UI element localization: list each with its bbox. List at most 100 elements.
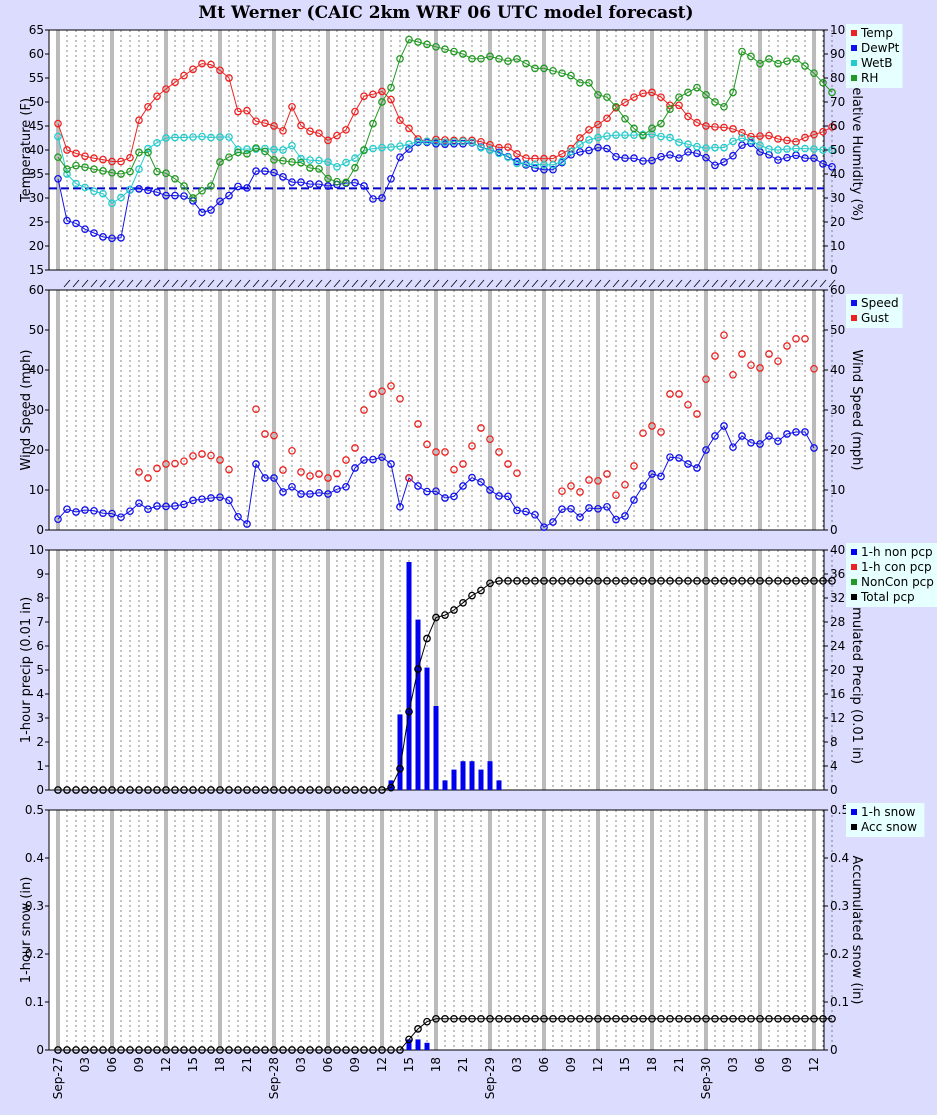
series-rh-point xyxy=(468,54,476,63)
series-speed-point xyxy=(720,422,728,430)
series-wetb-point xyxy=(513,159,521,168)
rh-axis-tick-label: 60 xyxy=(830,119,845,133)
series-dewpt-point xyxy=(54,174,62,183)
time-label: 15 xyxy=(618,1057,632,1072)
series-wetb-point xyxy=(702,144,710,152)
series-speed-point xyxy=(738,432,746,440)
series-gust-point xyxy=(414,420,422,428)
wind-barb xyxy=(468,279,476,288)
legend-swatch xyxy=(851,300,857,306)
series-acc-snow-point xyxy=(675,1014,683,1023)
series-speed-point xyxy=(630,496,638,504)
series-gust-point xyxy=(621,480,629,489)
series-dewpt-point xyxy=(819,160,827,168)
series-speed-point xyxy=(729,443,737,452)
series-speed-point xyxy=(261,474,269,482)
legend-entry: Temp xyxy=(860,26,893,40)
series-acc-snow-point xyxy=(162,1046,170,1054)
series-acc-snow-point xyxy=(279,1046,287,1054)
series-rh-point xyxy=(576,78,584,87)
series-temp-point xyxy=(702,122,710,130)
series-speed-point xyxy=(162,502,170,511)
precip-axis-label-right: Accumulated Precip (0.01 in) xyxy=(849,576,864,764)
wind-axis-label-left: Wind Speed (mph) xyxy=(19,350,34,471)
snow-axis-left-tick-label: 0.3 xyxy=(25,899,44,913)
series-speed-point xyxy=(576,513,584,522)
wind-barb xyxy=(324,279,332,288)
series-temp-point xyxy=(693,118,701,127)
series-gust-point xyxy=(810,364,818,373)
series-wetb-point xyxy=(243,145,251,153)
series-rh-point xyxy=(792,54,800,63)
snow-axis-left-tick-label: 0 xyxy=(36,1043,44,1057)
precip-bar xyxy=(496,780,502,790)
series-dewpt-point xyxy=(81,225,89,234)
wind-barb xyxy=(738,279,746,288)
series-rh-point xyxy=(450,47,458,56)
series-gust-point xyxy=(693,410,701,418)
series-gust-point xyxy=(387,382,395,390)
series-total-pcp-point xyxy=(774,577,782,585)
rh-axis-tick-label: 0 xyxy=(830,263,838,277)
series-speed-point xyxy=(432,487,440,496)
series-wetb-point xyxy=(603,132,611,140)
wind-barb xyxy=(810,279,818,288)
series-rh-point xyxy=(162,169,170,178)
wind-barb xyxy=(90,279,98,288)
series-speed-point xyxy=(513,506,521,515)
series-dewpt-point xyxy=(252,167,260,175)
series-gust-point xyxy=(558,487,566,496)
series-total-pcp-point xyxy=(585,577,593,585)
series-gust-point xyxy=(567,482,575,490)
series-dewpt-point xyxy=(603,144,611,153)
series-dewpt-point xyxy=(639,157,647,165)
precip-bar xyxy=(397,714,403,790)
series-temp-point xyxy=(603,114,611,123)
time-label: 21 xyxy=(240,1057,254,1072)
series-speed-point xyxy=(369,455,377,464)
series-speed-point xyxy=(171,502,179,510)
legend-entry: Speed xyxy=(861,296,899,310)
series-gust-point xyxy=(468,442,476,450)
time-label: 03 xyxy=(78,1057,92,1072)
series-temp-point xyxy=(828,123,836,131)
series-dewpt-point xyxy=(801,154,809,163)
series-gust-point xyxy=(279,466,287,474)
series-rh-point xyxy=(774,59,782,68)
snow-axis-left-tick-label: 0.5 xyxy=(25,803,44,817)
series-wetb-point xyxy=(297,154,305,163)
series-total-pcp-point xyxy=(63,786,71,794)
series-rh-point xyxy=(198,186,206,195)
time-label: 09 xyxy=(780,1057,794,1072)
series-speed-point xyxy=(450,492,458,501)
wind-barb xyxy=(558,279,566,288)
wind-axis-left-tick-label: 60 xyxy=(29,283,44,297)
series-rh-point xyxy=(801,62,809,70)
series-temp-point xyxy=(351,107,359,116)
series-wetb-point xyxy=(774,146,782,154)
series-speed-point xyxy=(279,488,287,496)
series-speed-point xyxy=(315,488,323,497)
wind-barb xyxy=(81,279,89,288)
series-wetb-point xyxy=(198,132,206,141)
series-dewpt-point xyxy=(783,153,791,162)
series-rh-point xyxy=(180,182,188,190)
series-total-pcp-point xyxy=(513,577,521,585)
series-rh-point xyxy=(612,102,620,111)
series-acc-snow-point xyxy=(288,1046,296,1054)
series-total-pcp-point xyxy=(297,786,305,794)
series-acc-snow-point xyxy=(108,1046,116,1054)
rh-axis-tick-label: 80 xyxy=(830,71,845,85)
time-label: 21 xyxy=(456,1057,470,1072)
series-acc-snow-point xyxy=(549,1014,557,1023)
series-rh-point xyxy=(648,124,656,133)
series-gust-point xyxy=(684,400,692,409)
series-total-pcp-point xyxy=(477,586,485,595)
series-wetb-point xyxy=(126,185,134,194)
series-wetb-point xyxy=(783,145,791,153)
series-gust-point xyxy=(135,468,143,476)
series-wetb-point xyxy=(738,134,746,142)
series-gust-point xyxy=(666,390,674,398)
wind-barb xyxy=(747,279,755,288)
